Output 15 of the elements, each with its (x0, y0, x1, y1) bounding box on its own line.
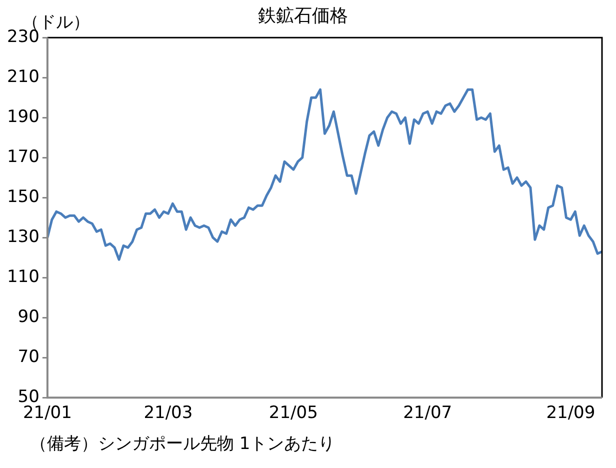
x-tick-label: 21/07 (403, 403, 452, 424)
x-tick-label: 21/09 (546, 403, 596, 424)
chart-title: 鉄鉱石価格 (258, 5, 348, 26)
y-tick-label: 90 (18, 307, 40, 328)
x-tick-label: 21/01 (22, 403, 72, 424)
y-tick-label: 150 (6, 187, 40, 208)
y-tick-label: 170 (6, 147, 40, 168)
x-tick-label: 21/05 (268, 403, 318, 424)
y-tick-label: 190 (6, 107, 40, 128)
y-tick-label: 210 (6, 67, 40, 88)
x-tick-label: 21/03 (144, 403, 193, 424)
text: （備考）シンガポール先物 1トンあたり (30, 433, 336, 455)
y-tick-label: 70 (18, 347, 40, 368)
y-tick-label: 130 (6, 227, 40, 248)
y-tick-label: 110 (6, 267, 40, 288)
